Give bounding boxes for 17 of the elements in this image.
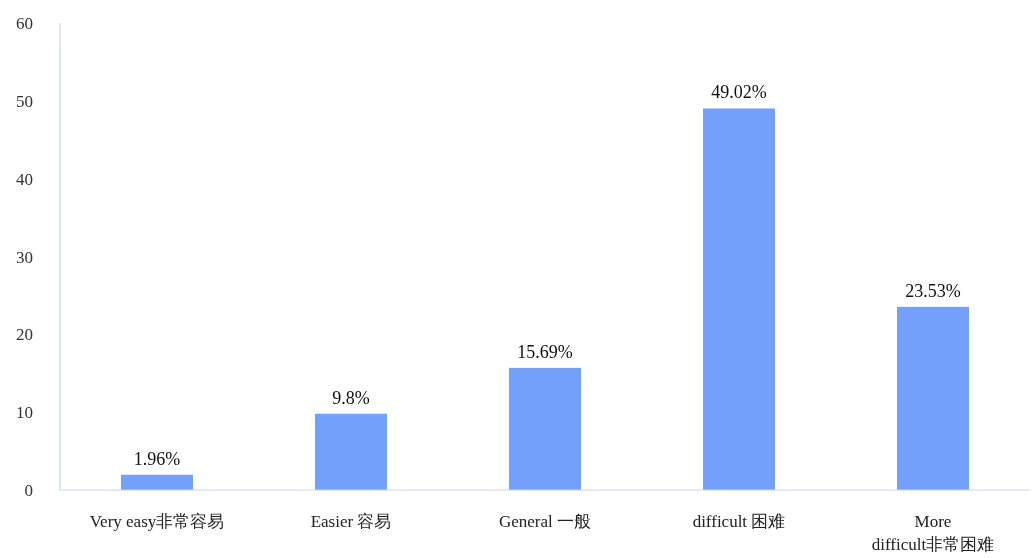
data-label: 49.02%: [711, 82, 767, 103]
x-tick-label: difficult 困难: [692, 512, 786, 531]
y-tick-label: 60: [16, 14, 33, 33]
data-label: 9.8%: [332, 387, 370, 408]
y-tick-label: 40: [16, 169, 33, 189]
y-tick-label: 10: [16, 403, 33, 423]
x-tick-label: Easier 容易: [310, 512, 392, 531]
y-tick-label: 20: [16, 325, 33, 345]
data-label: 15.69%: [517, 341, 573, 362]
x-tick-label: Very easy非常容易: [89, 512, 225, 531]
x-tick-label: General 一般: [498, 512, 592, 531]
x-tick-label: More difficult非常困难: [871, 512, 995, 554]
y-tick-label: 0: [24, 481, 33, 500]
data-label: 23.53%: [905, 280, 961, 301]
data-label: 1.96%: [133, 448, 181, 469]
y-tick-label: 30: [16, 247, 33, 267]
y-tick-label: 50: [16, 91, 33, 111]
